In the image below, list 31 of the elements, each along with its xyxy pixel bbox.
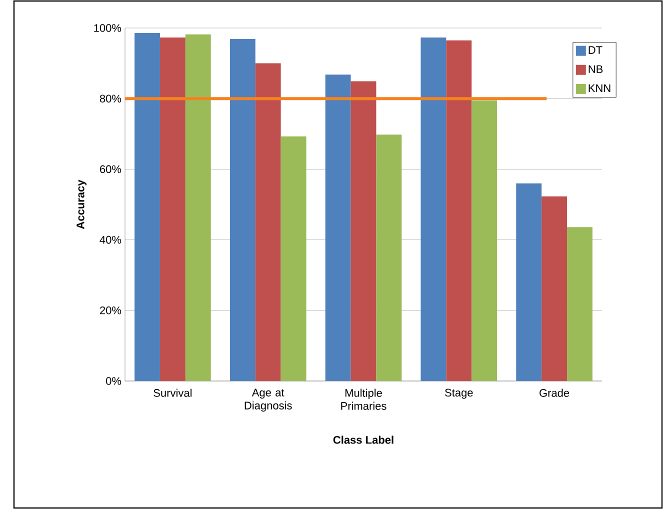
x-tick-label: Age at Diagnosis xyxy=(244,388,292,412)
y-tick-label: 100% xyxy=(94,24,122,32)
legend-label: KNN xyxy=(588,84,610,92)
bar xyxy=(446,40,472,381)
y-tick-label: 60% xyxy=(100,165,122,174)
x-tick-label: Stage xyxy=(445,388,473,399)
y-tick-label: 0% xyxy=(106,377,122,385)
y-tick-label: 20% xyxy=(100,306,122,314)
bar xyxy=(542,196,568,381)
bar xyxy=(376,134,402,381)
x-tick-label: Multiple Primaries xyxy=(341,388,386,410)
bar xyxy=(230,38,256,381)
bar xyxy=(134,32,160,381)
legend-label: NB xyxy=(588,65,603,73)
bar xyxy=(325,74,351,381)
bar xyxy=(420,38,446,381)
bar xyxy=(185,34,211,381)
y-tick-label: 40% xyxy=(100,236,122,244)
x-tick-label: Survival xyxy=(154,388,192,397)
bar xyxy=(350,81,376,381)
x-axis-title: Class Label xyxy=(333,436,394,444)
y-tick-label: 80% xyxy=(100,94,122,102)
y-axis-title: Accuracy xyxy=(76,180,87,229)
bar xyxy=(160,38,186,381)
x-tick-label: Grade xyxy=(540,388,570,397)
bar xyxy=(255,63,281,381)
bar xyxy=(472,100,498,381)
legend-label: DT xyxy=(588,46,602,54)
bar xyxy=(567,227,592,381)
bar xyxy=(280,136,306,381)
bar xyxy=(516,183,542,381)
